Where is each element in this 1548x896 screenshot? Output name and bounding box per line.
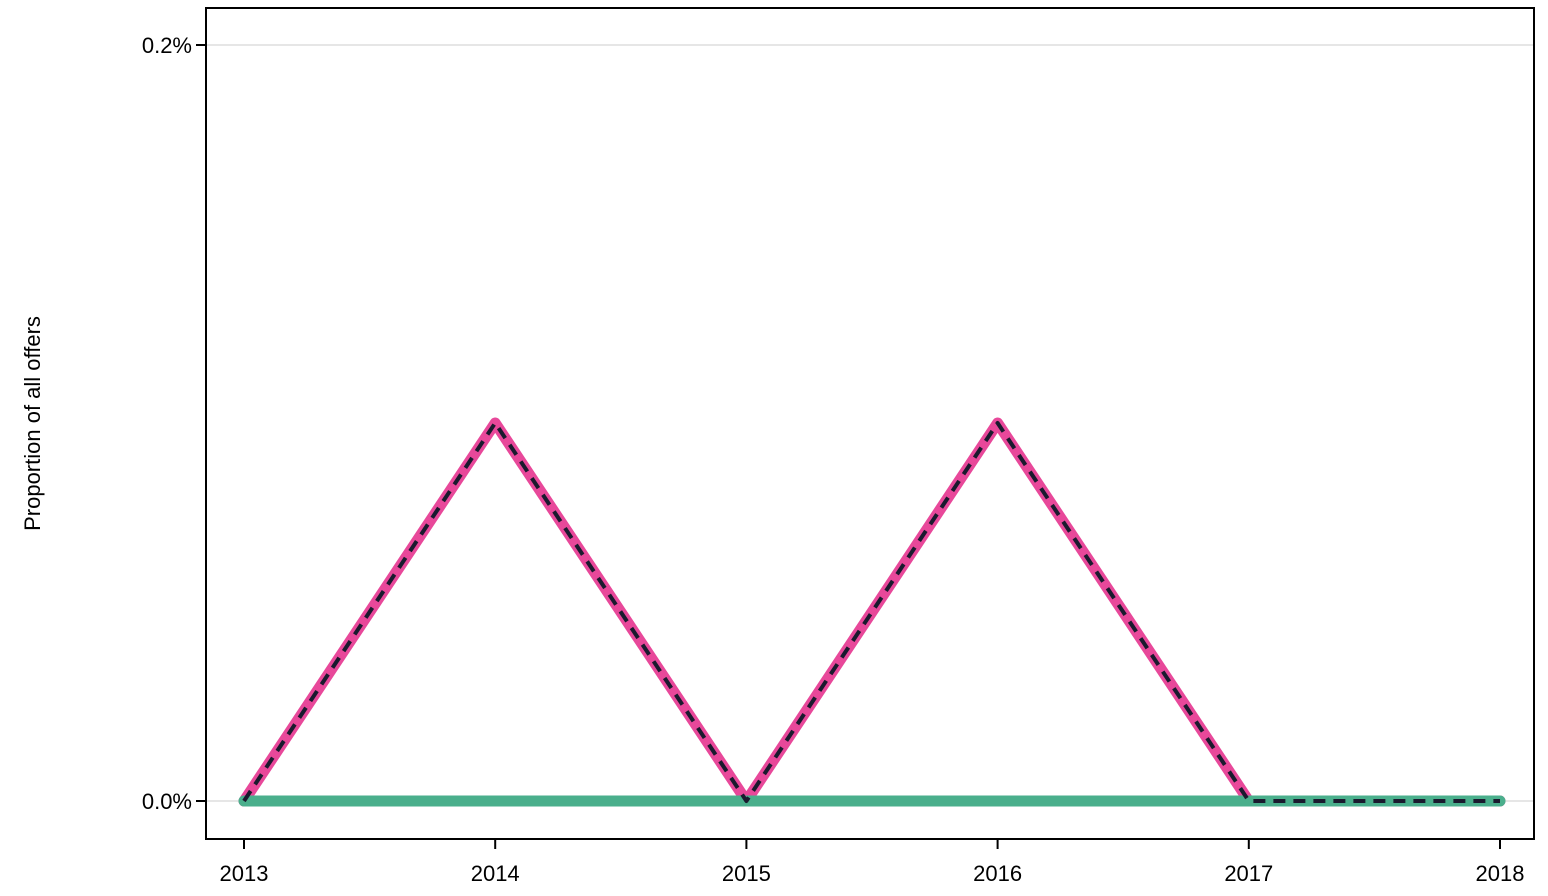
x-tick-label: 2016 <box>973 861 1022 886</box>
series-lines <box>238 417 1506 807</box>
x-tick-label: 2014 <box>471 861 520 886</box>
x-tick-label: 2018 <box>1476 861 1525 886</box>
x-tick-label: 2015 <box>722 861 771 886</box>
x-tick-label: 2017 <box>1224 861 1273 886</box>
x-tick-label: 2013 <box>220 861 269 886</box>
plot-frame <box>205 7 1535 840</box>
axes: 0.0% 0.2% 2013 2014 2015 2016 2017 2018 <box>142 33 1525 886</box>
grid-lines <box>206 44 1534 802</box>
y-tick-label: 0.2% <box>142 33 192 58</box>
series-line-1 <box>238 417 1506 807</box>
y-tick-label: 0.0% <box>142 789 192 814</box>
y-axis-label: Proportion of all offers <box>20 316 45 531</box>
